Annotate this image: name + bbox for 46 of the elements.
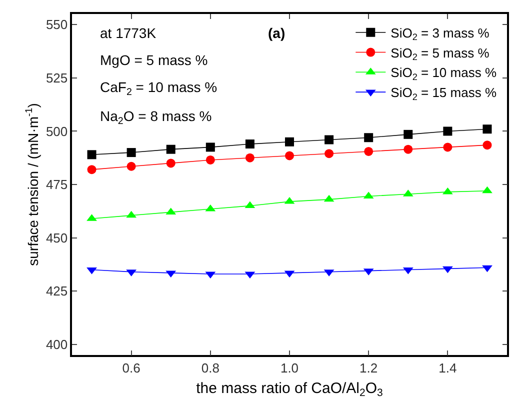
- point: [482, 124, 492, 134]
- annotation: at 1773K: [100, 25, 157, 41]
- point: [87, 150, 96, 160]
- point: [404, 144, 413, 154]
- annotation: CaF$_{2}$ = 10 mass %: [100, 79, 218, 98]
- point: [285, 137, 294, 146]
- x-tick-label: 0.8: [201, 360, 220, 376]
- annotation: Na$_{2}$O = 8 mass %: [100, 108, 212, 127]
- legend-label: SiO$_{2}$ = 15 mass %: [390, 85, 497, 102]
- point: [285, 151, 294, 160]
- y-tick-label: 425: [46, 284, 68, 299]
- x-tick-label: 1.2: [360, 360, 378, 376]
- y-tick-label: 400: [46, 336, 68, 352]
- point: [443, 142, 452, 152]
- y-tick-label: 450: [46, 230, 68, 246]
- point: [206, 155, 215, 164]
- point: [126, 162, 136, 171]
- point: [324, 149, 334, 158]
- legend-label: SiO$_{2}$ = 3 mass %: [390, 25, 490, 42]
- point: [245, 140, 254, 149]
- point: [443, 126, 452, 136]
- point: [87, 165, 96, 174]
- point: [364, 133, 374, 142]
- x-tick-label: 1.0: [280, 360, 299, 376]
- point: [482, 140, 492, 150]
- x-tick-label: 0.6: [122, 360, 140, 376]
- point: [324, 135, 334, 144]
- y-tick-label: 475: [46, 177, 68, 192]
- x-tick-label: 1.4: [438, 360, 457, 376]
- x-axis-title: the mass ratio of CaO/Al$_{2}$O$_{3}$: [196, 380, 384, 399]
- point: [404, 130, 413, 139]
- legend-label: SiO$_{2}$ = 10 mass %: [390, 65, 497, 82]
- point: [245, 153, 254, 162]
- point: [166, 144, 176, 154]
- annotation: MgO = 5 mass %: [100, 52, 208, 68]
- point: [166, 158, 176, 168]
- point: [206, 142, 215, 152]
- y-tick-label: 525: [46, 70, 68, 86]
- point: [126, 148, 136, 158]
- point: [482, 186, 492, 194]
- point: [482, 265, 492, 272]
- annotation: (a): [268, 25, 286, 41]
- legend-label: SiO$_{2}$ = 5 mass %: [390, 45, 490, 62]
- y-tick-label: 550: [46, 17, 68, 32]
- y-tick-label: 500: [46, 124, 68, 139]
- point: [364, 146, 374, 156]
